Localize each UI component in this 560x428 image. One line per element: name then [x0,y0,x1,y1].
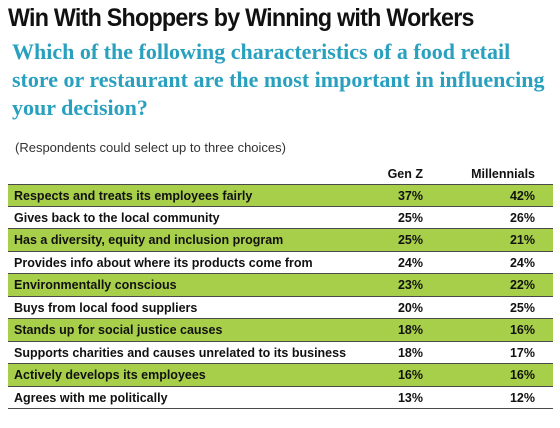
genz-value: 25% [397,233,423,247]
millennials-value: 21% [509,233,535,247]
table-body: Respects and treats its employees fairly… [8,184,553,409]
table-row: Has a diversity, equity and inclusion pr… [8,229,553,252]
table-row: Buys from local food suppliers 20% 25% [8,297,553,319]
respondent-note: (Respondents could select up to three ch… [15,140,286,155]
millennials-value: 26% [509,210,535,225]
results-table: Gen Z Millennials Respects and treats it… [8,160,553,409]
millennials-value: 12% [509,390,535,405]
table-row: Agrees with me politically 13% 12% [8,387,553,409]
genz-value: 18% [397,323,423,337]
millennials-value: 22% [509,278,535,292]
genz-value: 16% [397,368,423,382]
genz-value: 18% [397,345,423,360]
row-label: Buys from local food suppliers [14,300,198,315]
column-header-genz: Gen Z [387,167,423,181]
genz-value: 24% [397,255,423,270]
column-header-millennials: Millennials [471,167,535,181]
row-label: Gives back to the local community [14,210,220,225]
table-row: Gives back to the local community 25% 26% [8,207,553,229]
row-label: Actively develops its employees [14,368,206,382]
table-row: Environmentally conscious 23% 22% [8,274,553,297]
row-label: Stands up for social justice causes [14,323,223,337]
genz-value: 25% [397,210,423,225]
row-label: Respects and treats its employees fairly [14,189,253,203]
page-title: Win With Shoppers by Winning with Worker… [8,4,474,32]
question-text: Which of the following characteristics o… [12,39,545,120]
table-row: Respects and treats its employees fairly… [8,184,553,207]
millennials-value: 25% [509,300,535,315]
genz-value: 23% [397,278,423,292]
table-row: Supports charities and causes unrelated … [8,342,553,364]
genz-value: 37% [397,189,423,203]
millennials-value: 16% [509,368,535,382]
millennials-value: 42% [509,189,535,203]
row-label: Supports charities and causes unrelated … [14,345,347,360]
row-label: Provides info about where its products c… [14,255,313,270]
millennials-value: 17% [509,345,535,360]
genz-value: 20% [397,300,423,315]
table-row: Stands up for social justice causes 18% 16… [8,319,553,342]
genz-value: 13% [397,390,423,405]
row-label: Has a diversity, equity and inclusion pr… [14,233,284,247]
millennials-value: 24% [509,255,535,270]
row-label: Environmentally conscious [14,278,177,292]
table-row: Actively develops its employees 16% 16% [8,364,553,387]
millennials-value: 16% [509,323,535,337]
row-label: Agrees with me politically [14,390,168,405]
table-row: Provides info about where its products c… [8,252,553,274]
table-header: Gen Z Millennials [8,160,553,184]
